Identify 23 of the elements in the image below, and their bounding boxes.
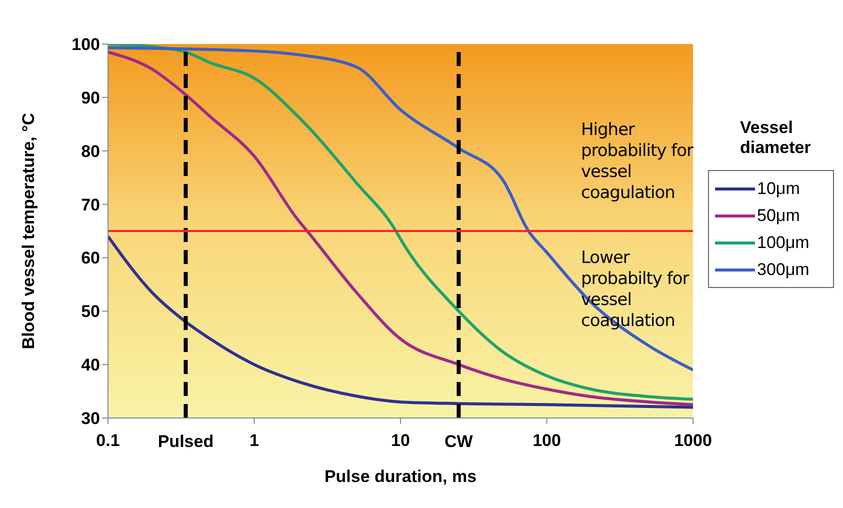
x-tick-label: 1000 <box>674 431 712 450</box>
legend-title: Vessel diameter <box>740 118 812 158</box>
y-tick-label: 50 <box>81 302 100 322</box>
annotation: Higher probability for vessel coagulation <box>581 120 694 204</box>
y-tick-label: 100 <box>72 35 100 54</box>
y-tick-label: 40 <box>81 356 100 375</box>
ref-line-label: Pulsed <box>158 432 214 452</box>
legend-label: 50μm <box>757 206 800 226</box>
legend-label: 100μm <box>757 232 810 252</box>
legend-label: 300μm <box>757 260 810 280</box>
x-tick-label: 10 <box>391 431 410 450</box>
y-tick-label: 80 <box>81 142 100 161</box>
legend-label: 10μm <box>757 178 800 198</box>
y-axis-title: Blood vessel temperature, °C <box>19 112 38 350</box>
y-tick-label: 70 <box>81 195 100 214</box>
ref-line-label: CW <box>444 432 474 452</box>
y-tick-label: 90 <box>81 88 100 108</box>
x-axis-title: Pulse duration, ms <box>324 467 477 486</box>
x-tick-label: 0.1 <box>96 431 120 450</box>
y-tick-label: 30 <box>81 409 100 428</box>
x-tick-label: 1 <box>250 431 259 450</box>
x-tick-label: 100 <box>532 431 561 450</box>
y-tick-label: 60 <box>81 248 100 268</box>
